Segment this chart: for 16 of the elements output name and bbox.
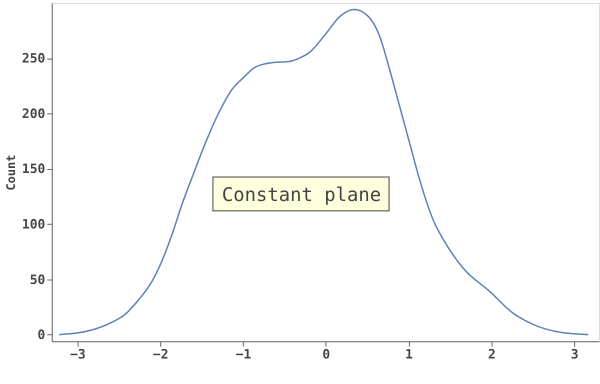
y-tick-label: 0 — [37, 328, 46, 344]
y-tick-label: 50 — [30, 272, 46, 288]
y-tick-label: 150 — [22, 162, 46, 178]
x-tick-label: 1 — [405, 348, 414, 363]
x-tick-label: 2 — [488, 348, 496, 363]
y-axis-title: Count — [4, 154, 18, 191]
x-tick-label: 3 — [570, 348, 579, 363]
x-tick-label: 0 — [322, 348, 330, 363]
y-tick-label: 200 — [22, 106, 46, 122]
x-tick-label: −3 — [70, 348, 86, 363]
annotation: Constant plane — [222, 184, 382, 206]
x-tick-label: −1 — [236, 348, 252, 363]
y-tick-label: 100 — [22, 217, 46, 232]
x-tick-label: −2 — [152, 348, 168, 363]
line-series — [58, 8, 589, 336]
y-tick-label: 250 — [22, 52, 46, 67]
